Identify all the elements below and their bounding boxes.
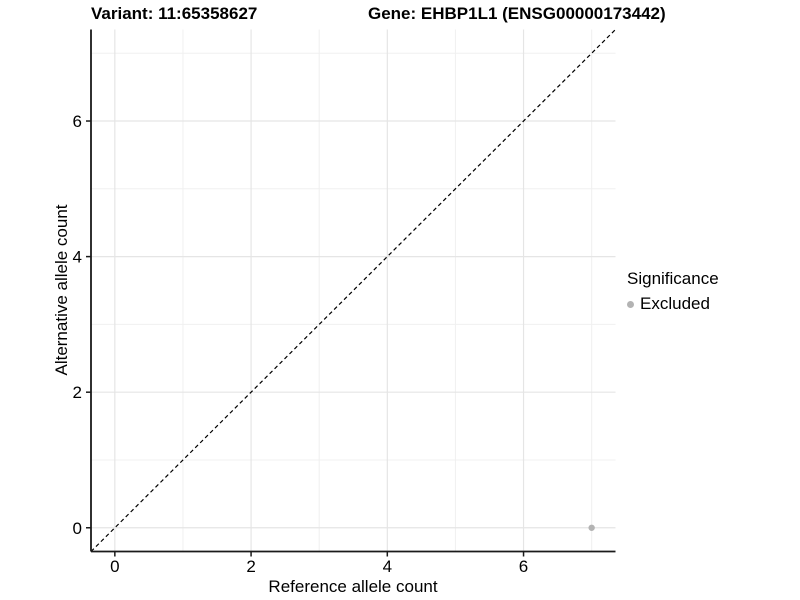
legend-item-label: Excluded (640, 294, 710, 313)
y-axis-title: Alternative allele count (52, 204, 71, 376)
x-tick-label: 2 (246, 557, 255, 576)
legend: Significance Excluded (627, 269, 719, 314)
x-axis-title: Reference allele count (268, 577, 438, 596)
circle-marker-icon (627, 300, 634, 308)
plot-title-gene: Gene: EHBP1L1 (ENSG00000173442) (368, 4, 666, 23)
data-point (588, 524, 595, 531)
legend-item-excluded: Excluded (627, 294, 719, 314)
x-tick-label: 4 (383, 557, 392, 576)
identity-dashed-line (90, 29, 616, 552)
x-tick-label: 0 (110, 557, 119, 576)
y-tick-label: 0 (73, 519, 82, 538)
y-tick-label: 4 (73, 248, 82, 267)
y-tick-label: 2 (73, 383, 82, 402)
legend-title: Significance (627, 269, 719, 288)
plot-title-variant: Variant: 11:65358627 (91, 4, 258, 23)
x-tick-label: 6 (519, 557, 528, 576)
y-tick-label: 6 (73, 112, 82, 131)
